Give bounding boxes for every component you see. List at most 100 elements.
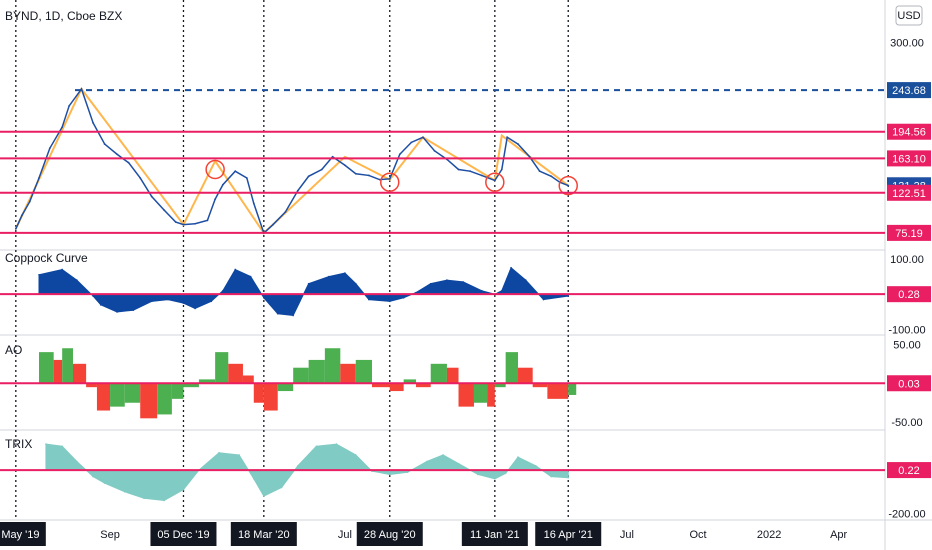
- ao-value-tag: [887, 375, 931, 392]
- time-tick-highlight: [230, 522, 297, 546]
- coppock-point: [307, 282, 310, 285]
- ao-bar: [96, 383, 111, 411]
- trix-point: [494, 477, 496, 480]
- coppock-point: [92, 295, 94, 297]
- ao-bar: [340, 363, 356, 384]
- coppock-point: [429, 282, 432, 285]
- time-tick-label: Jul: [338, 529, 352, 541]
- price-point: [320, 168, 323, 171]
- coppock-point: [100, 304, 102, 306]
- coppock-point: [446, 279, 448, 281]
- coppock-title: Coppock Curve: [5, 251, 88, 265]
- time-tick-label: 11 Jan '21: [470, 529, 520, 541]
- ao-bar: [277, 383, 294, 392]
- coppock-point: [480, 289, 483, 292]
- coppock-value-tag: [887, 286, 931, 303]
- price-point: [206, 219, 209, 222]
- ao-bar: [72, 363, 87, 384]
- price-point: [567, 184, 570, 187]
- currency-label: USD: [897, 10, 920, 22]
- chart-title: BYND, 1D, Cboe BZX: [5, 9, 122, 23]
- price-point: [182, 223, 185, 226]
- coppock-point: [76, 279, 78, 281]
- price-point: [378, 178, 381, 181]
- level-163-tag: [887, 150, 931, 167]
- price-point: [493, 179, 496, 182]
- time-axis[interactable]: 3 May '19 Sep 05 Dec '19 18 Mar '20 Jul 28 Au…: [0, 522, 848, 546]
- price-point: [38, 177, 40, 179]
- price-point: [398, 153, 401, 156]
- coppock-point: [327, 275, 330, 278]
- ao-bar: [183, 383, 199, 388]
- price-point: [245, 177, 248, 179]
- ao-tick-label: -50.00: [891, 417, 922, 429]
- trix-point: [92, 475, 94, 478]
- level-163-label: 163.10: [892, 153, 926, 165]
- ao-bar: [324, 348, 341, 384]
- ao-bar: [487, 383, 495, 407]
- ao-bar: [458, 383, 474, 407]
- trix-point: [315, 445, 318, 448]
- price-point: [367, 174, 370, 177]
- coppock-value-label: 0.28: [898, 289, 919, 301]
- ao-bar: [389, 383, 404, 392]
- level-123-label: 122.51: [892, 188, 926, 200]
- price-point: [252, 202, 255, 205]
- price-point: [331, 155, 334, 158]
- ao-bar: [403, 379, 417, 384]
- level-75-label: 75.19: [895, 228, 923, 240]
- coppock-point: [194, 307, 196, 310]
- time-tick-label: 28 Aug '20: [364, 529, 416, 541]
- time-tick-highlight: [150, 522, 217, 546]
- time-tick-label: Sep: [100, 529, 120, 541]
- ao-bar: [62, 348, 73, 384]
- ao-bar: [140, 383, 158, 419]
- price-point: [194, 222, 196, 225]
- price-point: [174, 221, 177, 223]
- trix-point: [123, 491, 126, 493]
- coppock-area: [38, 266, 569, 317]
- coppock-point: [116, 311, 118, 313]
- price-axis[interactable]: 243.68194.56163.10131.38122.5175.19300.0…: [887, 37, 931, 520]
- ao-tick-label: 50.00: [893, 339, 921, 351]
- currency-button[interactable]: USD: [895, 5, 923, 26]
- trix-point: [263, 495, 265, 497]
- ao-bar: [263, 383, 278, 411]
- level-243-tag: [887, 82, 931, 99]
- coppock-tick-label: 100.00: [890, 254, 924, 266]
- trix-value-tag: [887, 462, 931, 479]
- trix-point: [103, 482, 106, 484]
- ao-bar: [86, 383, 97, 388]
- price-point: [234, 170, 237, 173]
- price-point: [48, 147, 51, 150]
- price-point: [14, 227, 17, 230]
- price-panel: [14, 87, 578, 235]
- price-point: [528, 155, 531, 158]
- highlight-circle: [485, 172, 505, 192]
- level-195-tag: [887, 123, 931, 140]
- ao-bar: [568, 383, 577, 395]
- price-point: [422, 136, 424, 139]
- trix-point: [61, 445, 63, 448]
- coppock-panel: [38, 266, 570, 317]
- price-point: [284, 210, 287, 213]
- price-point: [163, 209, 166, 212]
- time-tick-highlight: [461, 522, 528, 546]
- trix-point: [477, 473, 479, 476]
- ao-panel: [38, 348, 577, 419]
- trix-point: [76, 460, 78, 463]
- coppock-point: [388, 300, 391, 303]
- trix-point: [504, 472, 507, 475]
- price-point: [538, 170, 541, 173]
- coppock-point: [210, 300, 213, 303]
- time-tick-highlight: [535, 522, 602, 546]
- price-point: [221, 183, 224, 186]
- price-point: [550, 175, 553, 178]
- trix-point: [252, 477, 255, 480]
- coppock-point: [234, 268, 237, 271]
- ao-bar: [38, 352, 54, 384]
- level-243-label: 243.68: [892, 85, 926, 97]
- trix-point: [238, 454, 240, 456]
- ao-bar: [53, 359, 63, 384]
